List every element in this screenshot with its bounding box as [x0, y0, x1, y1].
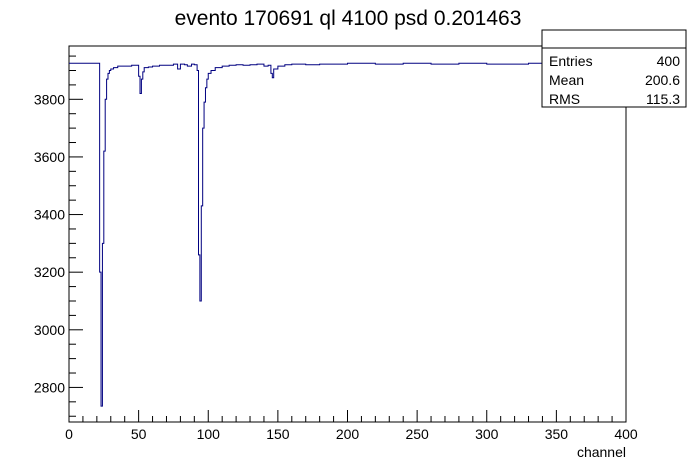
x-tick-label: 250	[405, 426, 429, 442]
y-axis: 2800 3000 3200 3400 3600 3800	[34, 55, 83, 417]
chart-title: evento 170691 ql 4100 psd 0.201463	[175, 7, 522, 30]
y-tick-label: 3800	[34, 91, 65, 107]
x-axis-label: channel	[577, 444, 626, 460]
series-line	[69, 62, 626, 407]
stats-box-frame	[541, 29, 687, 108]
x-tick-label: 100	[197, 426, 221, 442]
stats-label-mean: Mean	[549, 72, 584, 88]
x-tick-label: 50	[131, 426, 147, 442]
y-tick-label: 3200	[34, 264, 65, 280]
x-tick-label: 150	[266, 426, 290, 442]
x-axis: 0 50 100 150 200 250 300 350 400	[65, 410, 638, 442]
x-tick-label: 300	[475, 426, 499, 442]
x-tick-label: 0	[65, 426, 73, 442]
x-tick-label: 350	[545, 426, 569, 442]
y-tick-label: 3400	[34, 207, 65, 223]
y-tick-label: 3000	[34, 322, 65, 338]
stats-box: Entries 400 Mean 200.6 RMS 115.3	[541, 29, 687, 108]
x-tick-label: 400	[614, 426, 638, 442]
stats-value-rms: 115.3	[646, 91, 680, 107]
y-tick-label: 2800	[34, 379, 65, 395]
y-tick-label: 3600	[34, 149, 65, 165]
stats-label-entries: Entries	[549, 53, 593, 69]
stats-value-entries: 400	[657, 53, 681, 69]
stats-value-mean: 200.6	[645, 72, 680, 88]
stats-label-rms: RMS	[549, 91, 580, 107]
x-tick-label: 200	[336, 426, 360, 442]
